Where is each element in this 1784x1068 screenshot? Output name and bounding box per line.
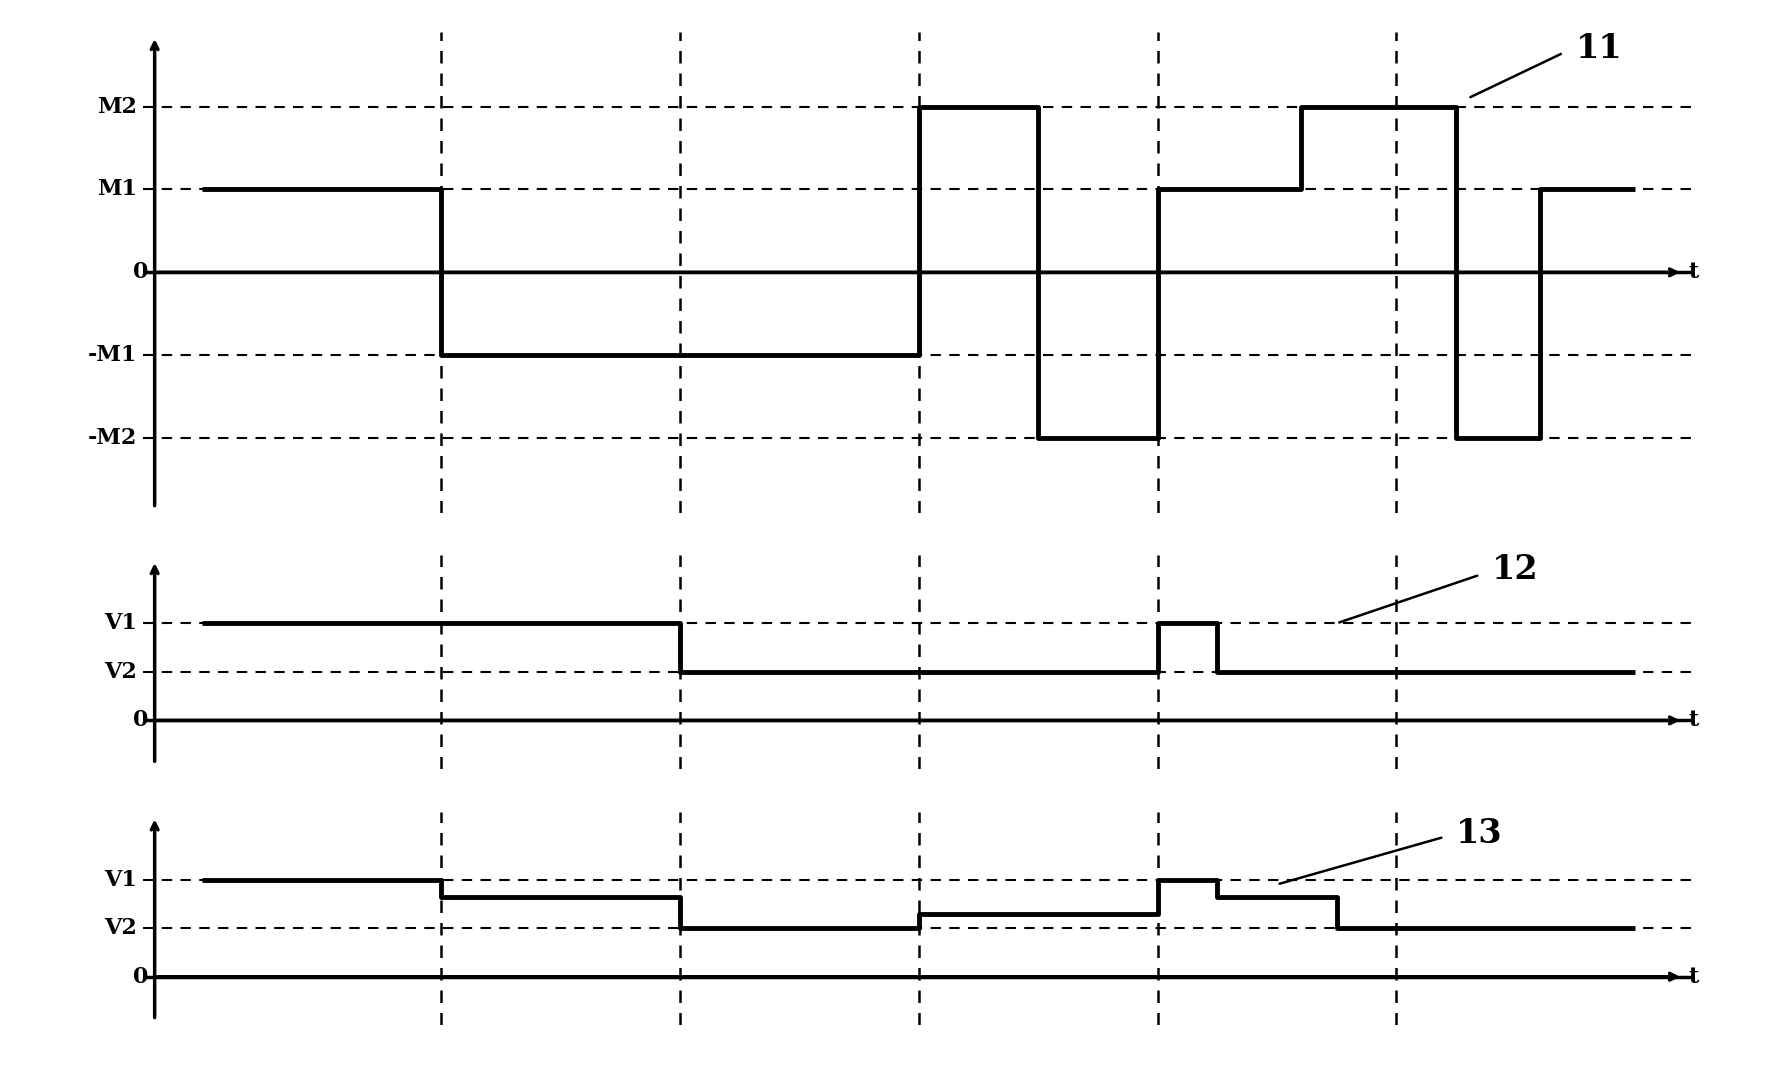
Text: C: C xyxy=(790,1067,810,1068)
Text: 0: 0 xyxy=(134,262,148,283)
Text: -M1: -M1 xyxy=(87,344,137,366)
Text: t: t xyxy=(1689,262,1698,283)
Text: A: A xyxy=(312,1067,332,1068)
Text: V2: V2 xyxy=(103,917,137,939)
Text: M2: M2 xyxy=(96,96,137,117)
Text: 13: 13 xyxy=(1456,817,1502,849)
Text: 0: 0 xyxy=(134,709,148,732)
Text: D: D xyxy=(1028,1067,1049,1068)
Text: 0: 0 xyxy=(134,965,148,988)
Text: -M2: -M2 xyxy=(87,427,137,449)
Text: M1: M1 xyxy=(96,178,137,201)
Text: V1: V1 xyxy=(103,868,137,891)
Text: 12: 12 xyxy=(1491,553,1538,586)
Text: B: B xyxy=(549,1067,571,1068)
Text: t: t xyxy=(1689,965,1698,988)
Text: V2: V2 xyxy=(103,661,137,682)
Text: 11: 11 xyxy=(1575,32,1622,65)
Text: V1: V1 xyxy=(103,612,137,634)
Text: t: t xyxy=(1689,709,1698,732)
